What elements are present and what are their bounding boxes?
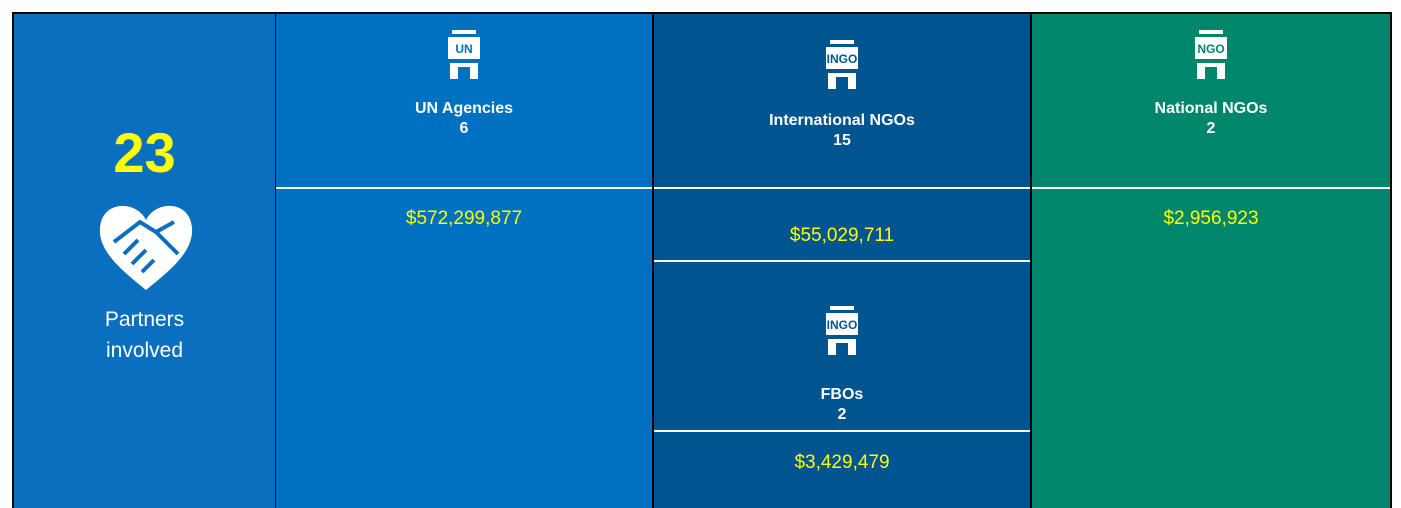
divider	[654, 430, 1030, 432]
divider	[654, 187, 1030, 189]
icon-label: NGO	[1197, 42, 1224, 56]
handshake-heart-icon	[99, 205, 193, 290]
divider	[276, 187, 652, 189]
group-funding: $3,429,479	[794, 452, 890, 473]
icon-shape	[458, 67, 470, 79]
icon-shape	[448, 37, 480, 59]
icon-shape	[1199, 30, 1223, 34]
group-funding: $55,029,711	[789, 225, 895, 246]
summary-column: 23 Partners involved	[14, 14, 275, 508]
divider	[1032, 187, 1390, 189]
group-name: FBOs	[820, 386, 864, 403]
icon-shape	[836, 343, 848, 355]
ingo-column: INGO International NGOs 15 $55,029,711 INGO F…	[654, 14, 1030, 508]
building-icon: NGO	[1195, 30, 1227, 79]
icon-shape	[826, 313, 858, 335]
icon-shape	[836, 77, 848, 89]
group-name: UN Agencies	[414, 100, 514, 117]
building-icon: INGO	[826, 306, 858, 355]
group-count: 2	[837, 406, 847, 423]
divider	[654, 260, 1030, 262]
building-icon: UN	[448, 30, 480, 79]
summary-label: Partners involved	[104, 308, 185, 362]
icon-shape	[830, 306, 854, 310]
group-count: 15	[833, 132, 851, 149]
icon-shape	[826, 47, 858, 69]
icon-shape	[452, 30, 476, 34]
total-count: 23	[113, 121, 176, 184]
ngo-column: NGO National NGOs 2 $2,956,923	[1032, 14, 1390, 508]
icon-shape	[1205, 67, 1217, 79]
group-name: National NGOs	[1154, 100, 1268, 117]
icon-label: INGO	[827, 52, 858, 66]
icon-shape	[830, 40, 854, 44]
icon-shape	[1195, 37, 1227, 59]
group-funding: $572,299,877	[405, 208, 523, 229]
group-funding: $2,956,923	[1163, 208, 1259, 229]
partners-panel: 23 Partners involved UN UN Agencies 6 $572,…	[12, 12, 1392, 508]
icon-label: INGO	[827, 318, 858, 332]
un-column: UN UN Agencies 6 $572,299,877	[276, 14, 652, 508]
icon-label: UN	[455, 42, 472, 56]
building-icon: INGO	[826, 40, 858, 89]
group-name: International NGOs	[769, 112, 915, 129]
group-count: 6	[459, 120, 469, 137]
group-count: 2	[1206, 120, 1216, 137]
